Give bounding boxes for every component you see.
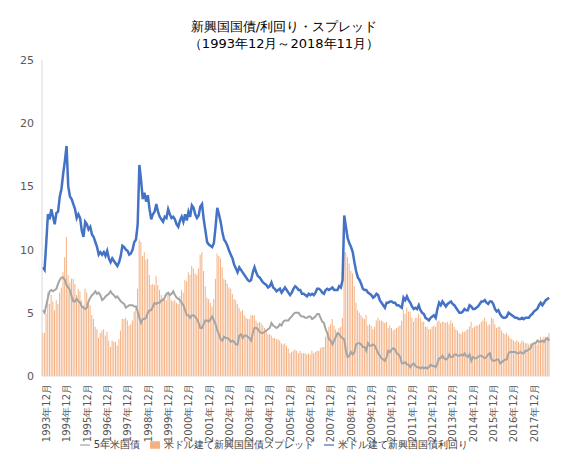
svg-text:20: 20 <box>20 117 34 130</box>
svg-text:1998年12月: 1998年12月 <box>143 384 154 442</box>
svg-text:2002年12月: 2002年12月 <box>224 384 235 442</box>
svg-text:0: 0 <box>27 370 34 383</box>
svg-text:2017年12月: 2017年12月 <box>529 384 540 442</box>
svg-text:2007年12月: 2007年12月 <box>325 384 336 442</box>
svg-text:2016年12月: 2016年12月 <box>508 384 519 442</box>
svg-text:15: 15 <box>20 180 34 193</box>
svg-text:1993年12月: 1993年12月 <box>41 384 52 442</box>
svg-text:25: 25 <box>20 54 34 67</box>
svg-text:1999年12月: 1999年12月 <box>163 384 174 442</box>
svg-text:2011年12月: 2011年12月 <box>407 384 418 442</box>
svg-text:2010年12月: 2010年12月 <box>386 384 397 442</box>
svg-text:1994年12月: 1994年12月 <box>61 384 72 442</box>
svg-text:2006年12月: 2006年12月 <box>305 384 316 442</box>
svg-text:1995年12月: 1995年12月 <box>82 384 93 442</box>
html-text:米ドル建て新興国国債スプレッド: 米ドル建て新興国国債スプレッド <box>164 439 315 450</box>
svg-text:2012年12月: 2012年12月 <box>427 384 438 442</box>
svg-text:5: 5 <box>27 307 34 320</box>
svg-text:2009年12月: 2009年12月 <box>366 384 377 442</box>
svg-text:1996年12月: 1996年12月 <box>102 384 113 442</box>
svg-text:2008年12月: 2008年12月 <box>346 384 357 442</box>
svg-text:2003年12月: 2003年12月 <box>244 384 255 442</box>
svg-text:2015年12月: 2015年12月 <box>488 384 499 442</box>
html-text:米ドル建て新興国国債利回り: 米ドル建て新興国国債利回り <box>338 439 469 450</box>
svg-text:2000年12月: 2000年12月 <box>183 384 194 442</box>
svg-text:2013年12月: 2013年12月 <box>447 384 458 442</box>
html-text:（1993年12月～2018年11月）: （1993年12月～2018年11月） <box>188 36 380 51</box>
svg-text:2014年12月: 2014年12月 <box>468 384 479 442</box>
svg-text:2004年12月: 2004年12月 <box>264 384 275 442</box>
html-text:新興国国債/利回り・スプレッド: 新興国国債/利回り・スプレッド <box>190 19 378 34</box>
svg-text:1997年12月: 1997年12月 <box>122 384 133 442</box>
svg-text:2005年12月: 2005年12月 <box>285 384 296 442</box>
svg-text:10: 10 <box>20 244 34 257</box>
svg-text:2001年12月: 2001年12月 <box>204 384 215 442</box>
html-text:5年米国債: 5年米国債 <box>93 439 141 450</box>
